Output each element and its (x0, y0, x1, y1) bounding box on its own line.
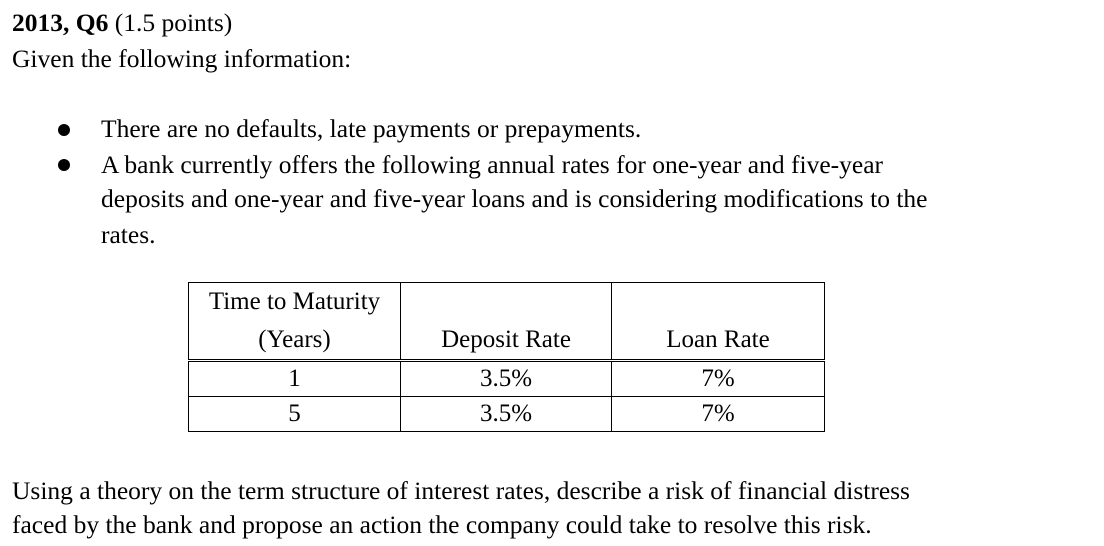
bullet-item-1: There are no defaults, late payments or … (101, 114, 642, 143)
table-row: 5 3.5% 7% (188, 396, 825, 432)
header-deposit-rate-label: Deposit Rate (441, 326, 571, 353)
bullet-icon (58, 159, 70, 171)
header-loan-rate-label: Loan Rate (666, 326, 770, 353)
cell-maturity: 5 (188, 396, 401, 432)
question-points: (1.5 points) (114, 8, 233, 37)
question-text-line-1: Using a theory on the term structure of … (12, 476, 910, 505)
cell-loan-rate: 7% (611, 396, 825, 432)
cell-deposit-rate: 3.5% (400, 396, 612, 432)
cell-deposit-rate: 3.5% (400, 360, 612, 397)
header-time-to-maturity: Time to Maturity (Years) (188, 282, 401, 362)
bullet-item-2-line-3: rates. (101, 220, 156, 249)
header-deposit-rate: Deposit Rate (400, 282, 612, 362)
rates-table: Time to Maturity (Years) Deposit Rate Lo… (188, 282, 825, 432)
cell-maturity: 1 (188, 360, 401, 397)
question-heading: 2013, Q6 (1.5 points) (12, 8, 232, 38)
bullet-item-2-line-1: A bank currently offers the following an… (101, 150, 884, 179)
question-text-line-2: faced by the bank and propose an action … (12, 510, 872, 539)
question-number: 2013, Q6 (12, 8, 109, 37)
header-loan-rate: Loan Rate (611, 282, 825, 362)
bullet-icon (58, 124, 70, 136)
bullet-item-2-line-2: deposits and one-year and five-year loan… (101, 184, 928, 213)
header-time-to-maturity-line2: (Years) (258, 326, 331, 353)
intro-text: Given the following information: (12, 44, 352, 73)
cell-loan-rate: 7% (611, 360, 825, 397)
header-time-to-maturity-line1: Time to Maturity (208, 288, 381, 315)
table-row: 1 3.5% 7% (188, 360, 825, 397)
table-header-row: Time to Maturity (Years) Deposit Rate Lo… (188, 282, 825, 362)
